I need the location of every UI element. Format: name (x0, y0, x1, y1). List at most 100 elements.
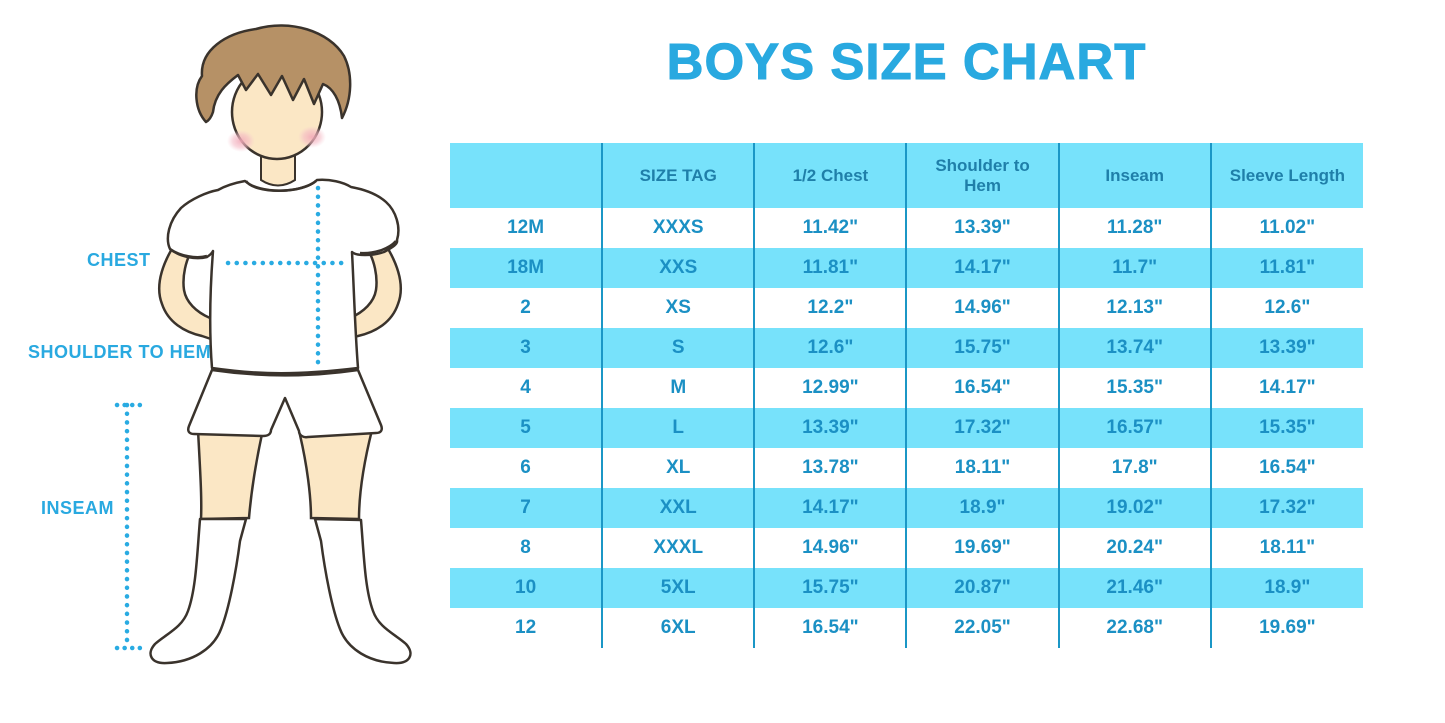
table-cell: 15.35" (1057, 368, 1211, 408)
table-row: 5 L 13.39" 17.32" 16.57" 15.35" (450, 408, 1363, 448)
boy-right-leg (298, 428, 374, 521)
table-row: 3 S 12.6" 15.75" 13.74" 13.39" (450, 328, 1363, 368)
table-row: 4 M 12.99" 16.54" 15.35" 14.17" (450, 368, 1363, 408)
column-header (450, 143, 603, 208)
table-cell: S (601, 328, 755, 368)
table-cell: 10 (515, 577, 537, 598)
table-cell: 4 (520, 377, 531, 398)
table-cell: 8 (520, 537, 531, 558)
table-cell: 17.32" (905, 408, 1059, 448)
table-cell: XXXS (601, 208, 755, 248)
table-cell: 13.39" (753, 408, 907, 448)
column-header: 1/2 Chest (753, 143, 907, 208)
column-header: Sleeve Length (1209, 143, 1363, 208)
table-row: 18M XXS 11.81" 14.17" 11.7" 11.81" (450, 248, 1363, 288)
table-cell: 14.17" (753, 488, 907, 528)
table-cell: 18.9" (1209, 568, 1363, 608)
boy-shorts (186, 368, 384, 439)
table-cell: 15.75" (753, 568, 907, 608)
table-cell: 7 (520, 497, 531, 518)
header-row: SIZE TAG 1/2 Chest Shoulder to Hem Inseam Sl… (450, 143, 1363, 208)
table-cell: 17.8" (1057, 448, 1211, 488)
table-cell: 17.32" (1209, 488, 1363, 528)
table-cell: 18M (507, 257, 545, 278)
table-cell: 16.54" (1209, 448, 1363, 488)
table-cell: 13.39" (905, 208, 1059, 248)
shoulder-to-hem-label: SHOULDER TO HEM (28, 342, 212, 362)
table-cell: 18.9" (905, 488, 1059, 528)
table-row: 7 XXL 14.17" 18.9" 19.02" 17.32" (450, 488, 1363, 528)
boy-shirt-collar (244, 179, 317, 192)
boy-blush-right (298, 126, 326, 148)
size-table: SIZE TAG 1/2 Chest Shoulder to Hem Inseam Sl… (450, 143, 1363, 648)
boy-left-leg (196, 428, 264, 521)
table-cell: 12M (507, 217, 545, 238)
table-cell: 5 (520, 417, 531, 438)
column-header: SIZE TAG (601, 143, 755, 208)
boy-left-sock (149, 517, 248, 665)
table-cell: 12.6" (753, 328, 907, 368)
table-cell: 11.7" (1057, 248, 1211, 288)
table-cell: 16.57" (1057, 408, 1211, 448)
table-cell: 11.42" (753, 208, 907, 248)
table-cell: 11.81" (753, 248, 907, 288)
table-cell: 19.02" (1057, 488, 1211, 528)
table-cell: 5XL (601, 568, 755, 608)
table-cell: 20.87" (905, 568, 1059, 608)
table-cell: 12.99" (753, 368, 907, 408)
table-cell: 18.11" (905, 448, 1059, 488)
table-row: 12 6XL 16.54" 22.05" 22.68" 19.69" (450, 608, 1363, 648)
table-cell: 11.02" (1209, 208, 1363, 248)
boy-right-sock (313, 517, 412, 665)
table-cell: 14.96" (753, 528, 907, 568)
boy-left-sleeve-hem (169, 247, 208, 259)
table-cell: 18.11" (1209, 528, 1363, 568)
table-cell: XXL (601, 488, 755, 528)
table-cell: 19.69" (905, 528, 1059, 568)
table-row: 10 5XL 15.75" 20.87" 21.46" 18.9" (450, 568, 1363, 608)
table-cell: 12.2" (753, 288, 907, 328)
table-cell: 13.78" (753, 448, 907, 488)
table-cell: 22.05" (905, 608, 1059, 648)
table-cell: 21.46" (1057, 568, 1211, 608)
column-header: Inseam (1057, 143, 1211, 208)
table-cell: 15.35" (1209, 408, 1363, 448)
page-title: BOYS SIZE CHART (666, 33, 1147, 91)
table-cell: 13.74" (1057, 328, 1211, 368)
table-cell: 11.28" (1057, 208, 1211, 248)
column-header: Shoulder to Hem (905, 143, 1059, 208)
table-cell: 16.54" (905, 368, 1059, 408)
table-cell: XXXL (601, 528, 755, 568)
table-cell: 6 (520, 457, 531, 478)
chest-label: CHEST (87, 250, 151, 270)
table-cell: 14.96" (905, 288, 1059, 328)
boy-measurement-illustration (114, 24, 412, 665)
table-cell: 2 (520, 297, 531, 318)
table-cell: 19.69" (1209, 608, 1363, 648)
table-row: 2 XS 12.2" 14.96" 12.13" 12.6" (450, 288, 1363, 328)
table-cell: 20.24" (1057, 528, 1211, 568)
boy-right-sleeve-hem (359, 240, 397, 255)
size-table-body: 12M XXXS 11.42" 13.39" 11.28" 11.02" 18M XXS 11.… (450, 208, 1363, 648)
table-cell: 6XL (601, 608, 755, 648)
table-cell: 12 (515, 617, 537, 638)
table-row: 12M XXXS 11.42" 13.39" 11.28" 11.02" (450, 208, 1363, 248)
table-cell: 15.75" (905, 328, 1059, 368)
table-cell: 3 (520, 337, 531, 358)
table-cell: 11.81" (1209, 248, 1363, 288)
table-cell: 12.6" (1209, 288, 1363, 328)
table-cell: XS (601, 288, 755, 328)
table-cell: 16.54" (753, 608, 907, 648)
boy-blush-left (227, 130, 255, 152)
table-cell: XXS (601, 248, 755, 288)
table-cell: 12.13" (1057, 288, 1211, 328)
table-cell: 14.17" (905, 248, 1059, 288)
table-cell: L (601, 408, 755, 448)
table-row: 6 XL 13.78" 18.11" 17.8" 16.54" (450, 448, 1363, 488)
table-cell: 14.17" (1209, 368, 1363, 408)
table-cell: 13.39" (1209, 328, 1363, 368)
table-cell: M (601, 368, 755, 408)
table-cell: XL (601, 448, 755, 488)
table-row: 8 XXXL 14.96" 19.69" 20.24" 18.11" (450, 528, 1363, 568)
